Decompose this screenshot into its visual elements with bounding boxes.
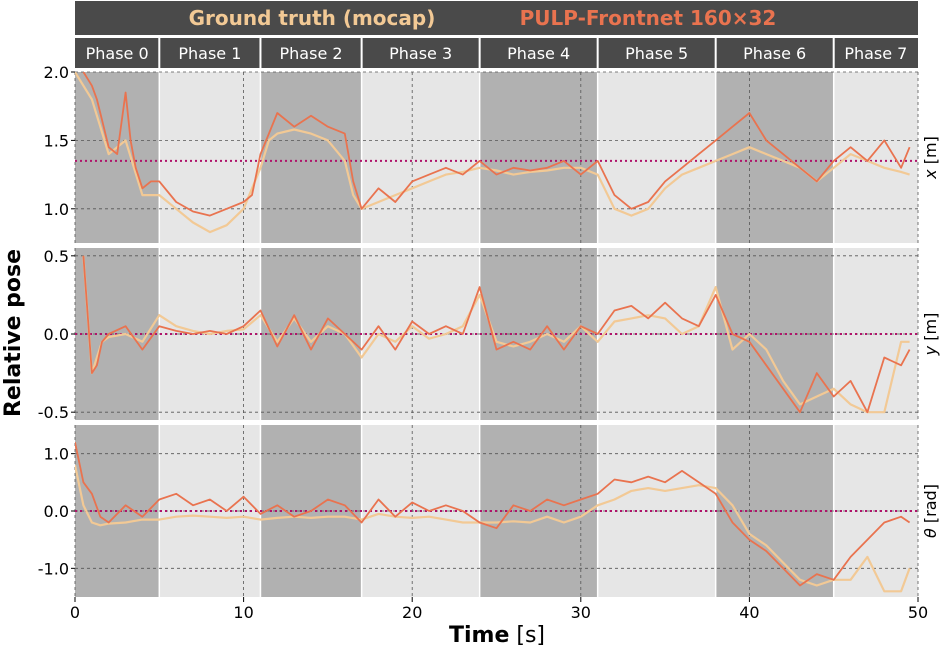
panel-variable-label: x [m] [921, 136, 940, 180]
legend-prediction: PULP-Frontnet 160×32 [520, 6, 777, 30]
series-prediction [82, 255, 911, 414]
x-axis: 0 10 20 30 40 50 [70, 597, 928, 622]
x-tick-label: 40 [739, 603, 759, 622]
panel-2: -1.0 0.0 1.0 θ [rad] [38, 425, 940, 597]
phase-band [75, 72, 160, 243]
y-tick-label: 1.0 [44, 445, 69, 464]
panel-1: -0.5 0.0 0.5 y [m] [38, 247, 940, 422]
panel-variable-name: y [921, 345, 940, 356]
series-prediction [75, 442, 911, 587]
y-tick-label: 1.0 [44, 200, 69, 219]
y-tick-label: 2.0 [44, 63, 69, 82]
phase-header: Phase 0 Phase 1 Phase 2 Phase 3 Phase 4 Phase… [75, 38, 918, 68]
y-tick-label: -1.0 [38, 559, 69, 578]
panel-variable-name: x [921, 169, 940, 180]
series-ground-truth [82, 255, 910, 414]
x-tick-label: 20 [402, 603, 422, 622]
phase-band [479, 72, 598, 243]
phase-header-cell [159, 38, 261, 68]
panel-variable-unit: [rad] [921, 484, 940, 528]
panel-variable-unit: [m] [921, 136, 940, 169]
panel-variable-label: θ [rad] [921, 484, 940, 538]
panel-variable-unit: [m] [921, 313, 940, 346]
x-tick-label: 50 [908, 603, 928, 622]
legend-bar [75, 1, 918, 35]
phase-header-cell [361, 38, 480, 68]
series-ground-truth [75, 72, 910, 234]
phase-band [260, 72, 362, 243]
panel-0: 1.0 1.5 2.0 x [m] [44, 63, 940, 243]
legend-ground-truth: Ground truth (mocap) [189, 6, 436, 30]
phase-header-cell [597, 38, 716, 68]
phase-label: Phase 4 [507, 44, 570, 63]
x-axis-label-unit: [s] [516, 623, 545, 648]
y-tick-label: 0.5 [44, 247, 69, 266]
series-group [75, 72, 911, 234]
y-tick-label: 1.5 [44, 131, 69, 150]
phase-label: Phase 7 [844, 44, 907, 63]
y-tick-label: 0.0 [44, 325, 69, 344]
phase-header-cell [833, 38, 918, 68]
panel-variable-name: θ [921, 528, 940, 538]
phase-band [159, 72, 261, 243]
phase-header-cell [75, 38, 160, 68]
series-group [75, 442, 911, 593]
y-tick-label: -0.5 [38, 403, 69, 422]
phase-header-cell [260, 38, 362, 68]
x-axis-label: Time [s] [449, 623, 545, 648]
phase-label: Phase 3 [389, 44, 452, 63]
x-tick-label: 30 [571, 603, 591, 622]
series-group [82, 255, 911, 414]
panels: 1.0 1.5 2.0 x [m] -0.5 0.0 0.5 y [m] -1.0 0.0 1.0 θ… [38, 63, 940, 597]
y-axis-label: Relative pose [1, 249, 26, 417]
x-axis-label-bold: Time [449, 623, 509, 648]
x-tick-label: 0 [70, 603, 80, 622]
phase-band [597, 72, 716, 243]
phase-label: Phase 5 [625, 44, 688, 63]
phase-header-cell [715, 38, 834, 68]
panel-variable-label: y [m] [921, 313, 940, 357]
phase-label: Phase 6 [743, 44, 806, 63]
y-tick-label: 0.0 [44, 502, 69, 521]
series-prediction [82, 72, 911, 217]
phase-band [361, 72, 480, 243]
phase-label: Phase 2 [280, 44, 343, 63]
phase-label: Phase 0 [86, 44, 149, 63]
phase-label: Phase 1 [178, 44, 241, 63]
x-tick-label: 10 [233, 603, 253, 622]
phase-header-cell [479, 38, 598, 68]
